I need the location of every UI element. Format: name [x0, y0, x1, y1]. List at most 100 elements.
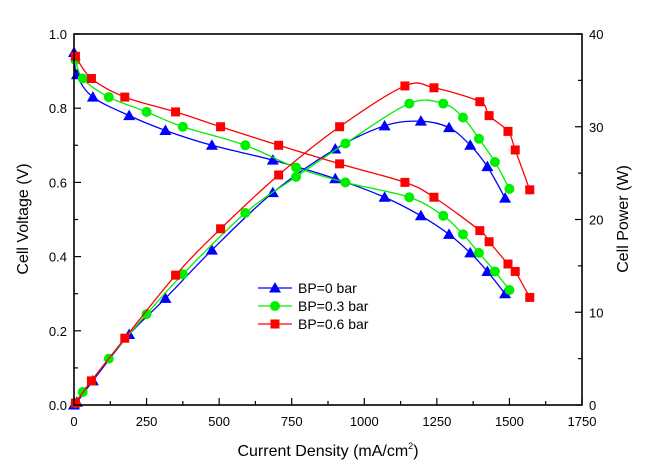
- power-point: [438, 98, 449, 109]
- voltage-point: [457, 229, 468, 240]
- power-point: [503, 126, 513, 136]
- voltage-point: [335, 159, 345, 169]
- power-point: [216, 224, 226, 234]
- y-right-tick-label: 20: [589, 213, 603, 228]
- voltage-point: [525, 292, 535, 302]
- power-point: [159, 292, 172, 303]
- voltage-point: [475, 226, 485, 236]
- power-point: [429, 83, 439, 93]
- voltage-point: [77, 73, 88, 84]
- voltage-point: [103, 92, 114, 103]
- y-left-tick-label: 1.0: [49, 27, 67, 42]
- voltage-point: [120, 92, 130, 102]
- y-left-tick-label: 0.6: [49, 175, 67, 190]
- power-point: [86, 376, 96, 386]
- y-axis-left-title: Cell Voltage (V): [15, 163, 32, 274]
- power-line: [74, 82, 531, 404]
- power-point: [457, 112, 468, 123]
- x-tick-label: 500: [208, 414, 230, 429]
- y-right-tick-label: 30: [589, 120, 603, 135]
- x-tick-label: 1250: [422, 414, 451, 429]
- power-point: [141, 309, 152, 320]
- voltage-point: [414, 209, 427, 221]
- y-left-tick-label: 0.8: [49, 101, 67, 116]
- x-tick-label: 1500: [495, 414, 524, 429]
- voltage-point: [499, 287, 512, 299]
- voltage-line: [74, 55, 531, 298]
- power-line: [74, 99, 511, 404]
- legend-item: BP=0.6 bar: [258, 316, 369, 332]
- voltage-point: [489, 266, 500, 277]
- x-tick-label: 1000: [350, 414, 379, 429]
- power-point: [340, 138, 351, 149]
- y-axis-right-title: Cell Power (W): [615, 165, 632, 273]
- voltage-point: [141, 106, 152, 117]
- power-point: [414, 115, 427, 126]
- y-right-tick-label: 40: [589, 27, 603, 42]
- power-point: [525, 185, 535, 195]
- power-point: [378, 119, 391, 131]
- voltage-point: [473, 247, 484, 258]
- voltage-point: [159, 124, 172, 135]
- voltage-point: [216, 122, 226, 132]
- voltage-point: [484, 237, 494, 247]
- power-point: [291, 171, 302, 182]
- voltage-point: [443, 228, 456, 239]
- x-tick-label: 1750: [568, 414, 597, 429]
- voltage-point: [274, 140, 284, 150]
- power-point: [443, 121, 456, 133]
- power-point: [70, 398, 80, 408]
- legend-item: BP=0 bar: [258, 280, 357, 296]
- x-tick-label: 250: [136, 414, 158, 429]
- voltage-point: [464, 246, 477, 258]
- power-point: [504, 183, 515, 194]
- power-point: [240, 208, 251, 219]
- voltage-point: [291, 162, 302, 173]
- power-point: [171, 270, 181, 280]
- y-left-tick-label: 0.2: [49, 324, 67, 339]
- voltage-point: [86, 74, 96, 84]
- plot-frame: [73, 33, 583, 406]
- y-right-tick-label: 10: [589, 305, 603, 320]
- x-axis-title: Current Density (mA/cm2): [237, 441, 418, 460]
- power-point: [499, 192, 512, 203]
- legend-marker: [269, 282, 281, 293]
- x-axis-title-superscript: 2: [408, 441, 413, 451]
- voltage-point: [123, 109, 136, 121]
- power-point: [404, 98, 415, 109]
- voltage-point: [86, 91, 99, 102]
- voltage-point: [70, 51, 80, 61]
- legend-marker: [270, 319, 280, 329]
- power-point: [481, 160, 494, 172]
- series-bp-0-6-bar: [70, 51, 535, 408]
- power-point: [400, 81, 410, 91]
- voltage-point: [438, 210, 449, 221]
- power-point: [120, 333, 130, 343]
- power-point: [489, 156, 500, 167]
- power-point: [329, 143, 342, 154]
- power-line: [73, 120, 506, 406]
- ticks-layer: 0 250 500 750 1000 1250 1500 1750 0.0 0.2 0.4 0.6 0.…: [49, 27, 604, 429]
- legend-label: BP=0.6 bar: [298, 316, 369, 332]
- power-point: [274, 170, 284, 180]
- power-point: [473, 133, 484, 144]
- voltage-point: [177, 121, 188, 132]
- x-tick-label: 750: [281, 414, 303, 429]
- voltage-point: [400, 177, 410, 187]
- y-right-tick-label: 0: [589, 398, 596, 413]
- legend: BP=0 bar BP=0.3 bar BP=0.6 bar: [258, 280, 369, 332]
- series-bp-0-3-bar: [70, 54, 515, 409]
- power-point: [475, 97, 485, 107]
- voltage-point: [205, 139, 218, 150]
- legend-item: BP=0.3 bar: [258, 298, 369, 314]
- y-left-tick-label: 0.4: [49, 250, 67, 265]
- voltage-point: [504, 284, 515, 295]
- power-point: [177, 269, 188, 280]
- power-point: [510, 145, 520, 155]
- legend-marker: [270, 301, 280, 311]
- power-point: [205, 244, 218, 255]
- voltage-point: [429, 192, 439, 202]
- series-layer: [68, 46, 535, 410]
- power-point: [335, 122, 345, 132]
